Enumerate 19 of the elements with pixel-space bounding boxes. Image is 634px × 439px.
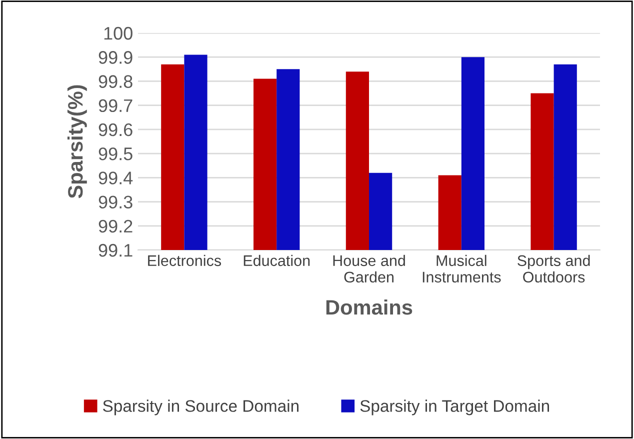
- x-tick-label: Education: [244, 254, 310, 266]
- y-tick-label: 99.5: [98, 147, 132, 160]
- x-axis-title: Domains: [326, 299, 412, 315]
- y-tick-label: 99.1: [98, 244, 132, 257]
- legend-label: Sparsity in Target Domain: [360, 400, 549, 416]
- y-tick-label: 100: [104, 26, 132, 40]
- y-tick-label: 99.2: [98, 220, 132, 233]
- y-tick-label: 99.8: [98, 75, 132, 88]
- y-tick-label: 99.3: [98, 196, 132, 208]
- y-tick-label: 99.6: [98, 123, 132, 136]
- y-axis-title: Sparsity(%): [67, 85, 87, 198]
- y-tick-label: 99.4: [98, 172, 133, 184]
- y-tick-label: 99.9: [98, 51, 132, 64]
- x-tick-label: Sports and Outdoors: [518, 254, 590, 283]
- x-tick-label: Musical Instruments: [422, 254, 501, 283]
- legend-label: Sparsity in Source Domain: [103, 400, 298, 416]
- x-tick-label: Electronics: [148, 254, 222, 266]
- x-tick-label: House and Garden: [333, 254, 405, 283]
- y-tick-label: 99.7: [98, 99, 132, 112]
